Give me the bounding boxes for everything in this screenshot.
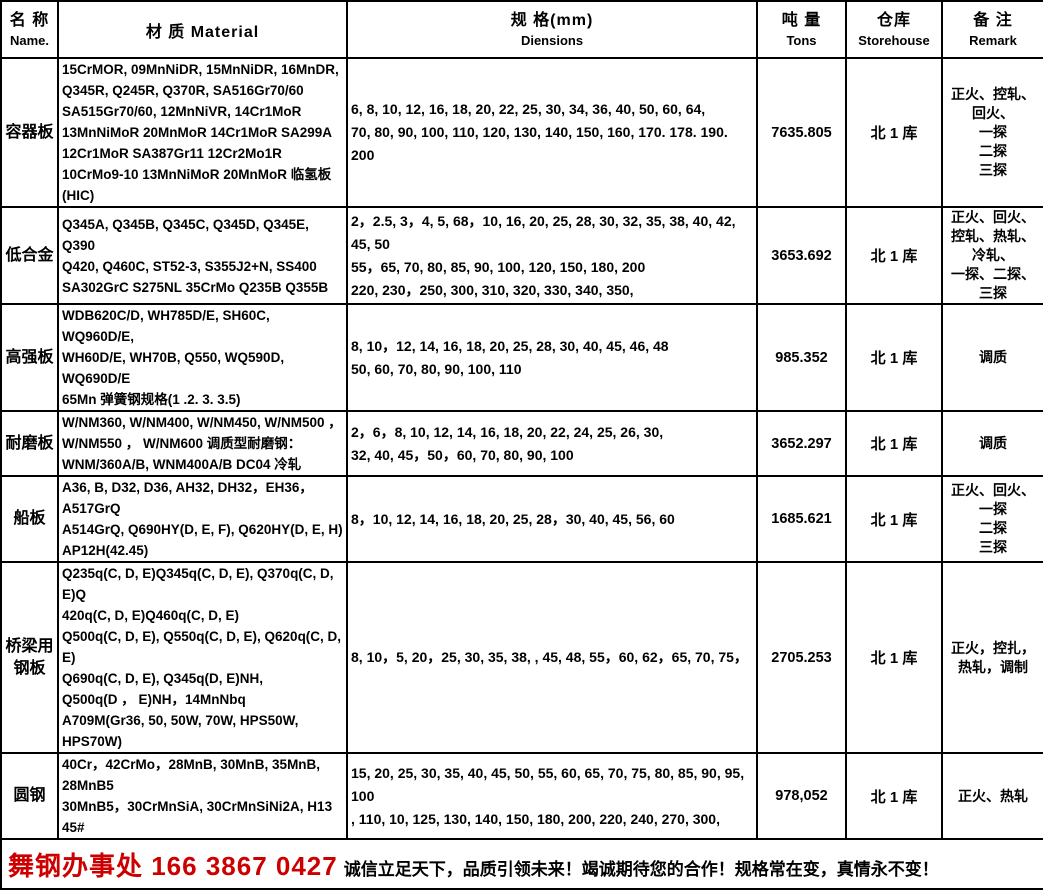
remark-cell: 调质 bbox=[941, 303, 1043, 412]
table-row: 圆钢 40Cr，42CrMo，28MnB, 30MnB, 35MnB, 28Mn… bbox=[0, 752, 1043, 840]
material-cell: WDB620C/D, WH785D/E, SH60C, WQ960D/E, WH… bbox=[57, 303, 348, 412]
header-material-label: 材 质 Material bbox=[145, 23, 260, 41]
material-cell: Q235q(C, D, E)Q345q(C, D, E), Q370q(C, D… bbox=[57, 561, 348, 754]
table-row: 耐磨板 W/NM360, W/NM400, W/NM450, W/NM500 ，… bbox=[0, 410, 1043, 477]
header-name-en: Name. bbox=[9, 33, 50, 48]
footer-office-phone: 舞钢办事处 166 3867 0427 bbox=[8, 850, 338, 881]
remark-cell: 正火、控轧、 回火、 一探 二探 三探 bbox=[941, 57, 1043, 208]
header-name: 名 称 Name. bbox=[0, 0, 59, 59]
header-tons-zh: 吨 量 bbox=[781, 12, 822, 29]
footer-cell: 舞钢办事处 166 3867 0427 诚信立足天下，品质引领未来！竭诚期待您的合… bbox=[0, 838, 1043, 890]
name-cell: 低合金 bbox=[0, 206, 59, 305]
header-remark: 备 注 Remark bbox=[941, 0, 1043, 59]
header-dimensions: 规 格(mm) Diensions bbox=[346, 0, 758, 59]
tons-cell: 3653.692 bbox=[756, 206, 847, 305]
table-row: 容器板 15CrMOR, 09MnNiDR, 15MnNiDR, 16MnDR,… bbox=[0, 57, 1043, 208]
remark-cell: 正火、热轧 bbox=[941, 752, 1043, 840]
name-cell: 圆钢 bbox=[0, 752, 59, 840]
dimensions-cell: 8, 10，12, 14, 16, 18, 20, 25, 28, 30, 40… bbox=[346, 303, 758, 412]
header-remark-en: Remark bbox=[969, 33, 1017, 48]
remark-cell: 调质 bbox=[941, 410, 1043, 477]
storehouse-cell: 北 1 库 bbox=[845, 303, 943, 412]
name-cell: 高强板 bbox=[0, 303, 59, 412]
material-cell: A36, B, D32, D36, AH32, DH32，EH36，A517Gr… bbox=[57, 475, 348, 563]
remark-cell: 正火、回火、 一探 二探 三探 bbox=[941, 475, 1043, 563]
dimensions-cell: 6, 8, 10, 12, 16, 18, 20, 22, 25, 30, 34… bbox=[346, 57, 758, 208]
tons-cell: 2705.253 bbox=[756, 561, 847, 754]
dimensions-cell: 8，10, 12, 14, 16, 18, 20, 25, 28，30, 40,… bbox=[346, 475, 758, 563]
header-storehouse-zh: 仓库 bbox=[876, 12, 911, 29]
remark-cell: 正火，控扎， 热轧，调制 bbox=[941, 561, 1043, 754]
header-material: 材 质 Material bbox=[57, 0, 348, 59]
table-row: 高强板 WDB620C/D, WH785D/E, SH60C, WQ960D/E… bbox=[0, 303, 1043, 412]
name-cell: 耐磨板 bbox=[0, 410, 59, 477]
tons-cell: 978,052 bbox=[756, 752, 847, 840]
name-cell: 桥梁用 钢板 bbox=[0, 561, 59, 754]
name-cell: 船板 bbox=[0, 475, 59, 563]
dimensions-cell: 15, 20, 25, 30, 35, 40, 45, 50, 55, 60, … bbox=[346, 752, 758, 840]
footer-slogan: 诚信立足天下，品质引领未来！竭诚期待您的合作！规格常在变，真情永不变！ bbox=[343, 859, 939, 879]
header-tons: 吨 量 Tons bbox=[756, 0, 847, 59]
table-row: 船板 A36, B, D32, D36, AH32, DH32，EH36，A51… bbox=[0, 475, 1043, 563]
header-name-zh: 名 称 bbox=[9, 12, 50, 29]
header-dimensions-zh: 规 格(mm) bbox=[510, 12, 594, 29]
header-storehouse-en: Storehouse bbox=[858, 33, 930, 48]
storehouse-cell: 北 1 库 bbox=[845, 752, 943, 840]
remark-cell: 正火、回火、 控轧、热轧、 冷轧、 一探、二探、 三探 bbox=[941, 206, 1043, 305]
material-cell: W/NM360, W/NM400, W/NM450, W/NM500 ， W/N… bbox=[57, 410, 348, 477]
storehouse-cell: 北 1 库 bbox=[845, 410, 943, 477]
storehouse-cell: 北 1 库 bbox=[845, 475, 943, 563]
tons-cell: 985.352 bbox=[756, 303, 847, 412]
dimensions-cell: 8, 10，5, 20，25, 30, 35, 38, , 45, 48, 55… bbox=[346, 561, 758, 754]
footer-row: 舞钢办事处 166 3867 0427 诚信立足天下，品质引领未来！竭诚期待您的合… bbox=[0, 838, 1043, 890]
dimensions-cell: 2，2.5, 3，4, 5, 68，10, 16, 20, 25, 28, 30… bbox=[346, 206, 758, 305]
storehouse-cell: 北 1 库 bbox=[845, 206, 943, 305]
name-cell: 容器板 bbox=[0, 57, 59, 208]
header-storehouse: 仓库 Storehouse bbox=[845, 0, 943, 59]
storehouse-cell: 北 1 库 bbox=[845, 57, 943, 208]
tons-cell: 7635.805 bbox=[756, 57, 847, 208]
table-row: 低合金 Q345A, Q345B, Q345C, Q345D, Q345E, Q… bbox=[0, 206, 1043, 305]
dimensions-cell: 2，6，8, 10, 12, 14, 16, 18, 20, 22, 24, 2… bbox=[346, 410, 758, 477]
header-remark-zh: 备 注 bbox=[973, 12, 1013, 29]
material-cell: 40Cr，42CrMo，28MnB, 30MnB, 35MnB, 28MnB5 … bbox=[57, 752, 348, 840]
material-cell: 15CrMOR, 09MnNiDR, 15MnNiDR, 16MnDR, Q34… bbox=[57, 57, 348, 208]
header-tons-en: Tons bbox=[786, 33, 817, 48]
storehouse-cell: 北 1 库 bbox=[845, 561, 943, 754]
tons-cell: 1685.621 bbox=[756, 475, 847, 563]
table-row: 桥梁用 钢板 Q235q(C, D, E)Q345q(C, D, E), Q37… bbox=[0, 561, 1043, 754]
header-dimensions-en: Diensions bbox=[520, 33, 584, 48]
tons-cell: 3652.297 bbox=[756, 410, 847, 477]
header-row: 名 称 Name. 材 质 Material 规 格(mm) Diensions… bbox=[0, 0, 1043, 59]
material-cell: Q345A, Q345B, Q345C, Q345D, Q345E, Q390 … bbox=[57, 206, 348, 305]
